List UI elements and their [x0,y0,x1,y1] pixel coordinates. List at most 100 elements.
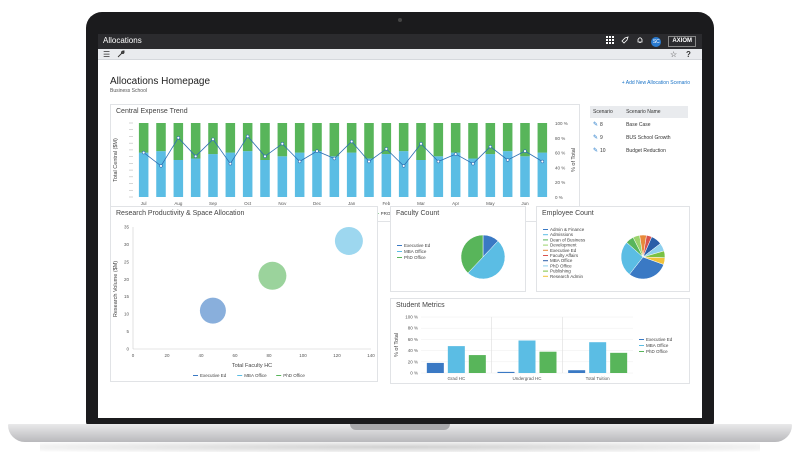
y2-tick-label: 40 % [555,165,565,170]
legend-label: Admissions [550,232,574,237]
employee-title: Employee Count [542,210,594,217]
bar-cad [485,154,496,197]
y-axis-label: % of Total [394,333,400,357]
line-point [141,150,146,155]
line-point [540,159,545,164]
legend-label: Faculty Affairs [550,253,579,258]
line-point [471,161,475,166]
x-tick-label: May [486,201,495,206]
bar-cad [416,160,426,197]
legend-label: MBA Office [244,373,267,378]
help-icon[interactable]: ? [686,50,691,59]
edit-icon[interactable]: ✎ [593,135,599,141]
bar-mba-office [589,342,607,373]
faculty-card: Faculty Count Executive Ed MBA Office PhD … [390,206,526,292]
bar-pro [156,123,166,152]
bar-pro [485,123,496,155]
line-point [280,142,285,146]
scenario-table: Scenario Scenario Name ✎ 8 Base Case ✎ 9 B… [590,106,688,157]
employee-card: Employee Count Admin & Finance Admissions… [536,206,690,292]
y-tick-label: 100 % [405,315,418,320]
bar-cad [312,151,322,197]
legend-label: Executive Ed [200,373,227,378]
scenario-table-header: Scenario Scenario Name [590,106,688,118]
bar-cad [190,158,201,197]
pie-slice-admin-finance [629,256,664,280]
y-tick-label: 80 % [408,326,418,331]
central-expense-chart: Total Central ($M) 100 % 80 % 60 % 40 % 20 % 0… [113,121,577,216]
bar-pro [537,123,548,153]
x-tick-label: Jun [521,201,529,206]
x-tick-label: 100 [299,353,307,358]
line-point [159,164,163,168]
laptop-shadow [40,442,760,452]
edit-icon[interactable]: ✎ [593,122,599,128]
bar-pro [260,123,270,160]
research-card: Research Productivity & Space Allocation… [110,206,378,382]
table-row[interactable]: ✎ 8 Base Case [590,118,688,131]
line-point [419,142,423,146]
faculty-title: Faculty Count [396,210,440,217]
line-point [349,139,354,144]
bar-pro [433,123,444,157]
page-subtitle: Business School [110,88,147,94]
legend-label: Development [550,243,577,248]
bar-cad [433,156,444,197]
bar-cad [364,158,374,197]
total-central-line [143,135,543,167]
bar-phd-office [610,352,628,373]
add-scenario-link[interactable]: + Add New Allocation Scenario [621,80,690,86]
line-point [211,137,215,141]
x-tick-label: Jan [348,201,356,206]
scenario-id[interactable]: 9 [600,135,603,141]
legend-label: Admin & Finance [550,227,585,232]
y-tick-label: 30 [124,242,130,247]
rocket-icon[interactable] [621,36,629,47]
legend-label: MBA Office [404,249,427,254]
legend-label: Executive Ed [646,337,673,342]
x-tick-label: 60 [232,353,238,358]
x-tick-label: 140 [367,353,375,358]
wrench-icon[interactable] [117,49,125,61]
camera [398,18,402,22]
x-tick-label: Total Tuition [586,376,611,381]
y2-tick-label: 20 % [555,180,565,185]
bar-pro [138,123,149,153]
scenario-id[interactable]: 8 [600,122,603,128]
y2-tick-label: 60 % [555,151,565,156]
line-point [523,149,527,153]
bar-cad [520,156,530,197]
bar-cad [242,151,253,197]
table-row[interactable]: ✎ 9 BUS School Growth [590,131,688,144]
bar-pro [346,123,357,153]
bar-pro [416,123,426,160]
bar-cad [277,156,288,197]
y-tick-label: 0 [126,347,129,352]
user-avatar[interactable]: SC [651,36,662,47]
bar-pro [312,123,322,152]
edit-icon[interactable]: ✎ [593,148,599,154]
apps-grid-icon[interactable] [606,36,615,47]
laptop-notch [350,424,450,430]
line-point [263,154,267,158]
star-icon[interactable]: ☆ [670,50,678,59]
bar-pro [520,123,530,157]
line-point [488,144,493,149]
x-tick-label: 80 [266,353,272,358]
bubble-mba-office [334,226,363,255]
student-chart: 100 % 80 % 60 % 40 % 20 % 0 % % of Total Grad H… [394,315,673,382]
hamburger-icon[interactable]: ☰ [103,50,111,59]
bell-icon[interactable] [636,36,644,47]
toolbar: ☰ ☆ ? [98,49,702,60]
x-tick-label: 0 [132,353,135,358]
x-tick-label: Undergrad HC [512,376,542,381]
scenario-id[interactable]: 10 [600,148,606,154]
bar-cad [173,160,184,197]
y-axis-label: Research Volume ($M) [113,261,119,317]
bubble-executive-ed [199,297,226,324]
table-row[interactable]: ✎ 10 Budget Reduction [590,144,688,157]
x-tick-label: 40 [198,353,204,358]
scenario-name: Budget Reduction [626,147,666,154]
x-tick-label: Oct [244,201,252,206]
